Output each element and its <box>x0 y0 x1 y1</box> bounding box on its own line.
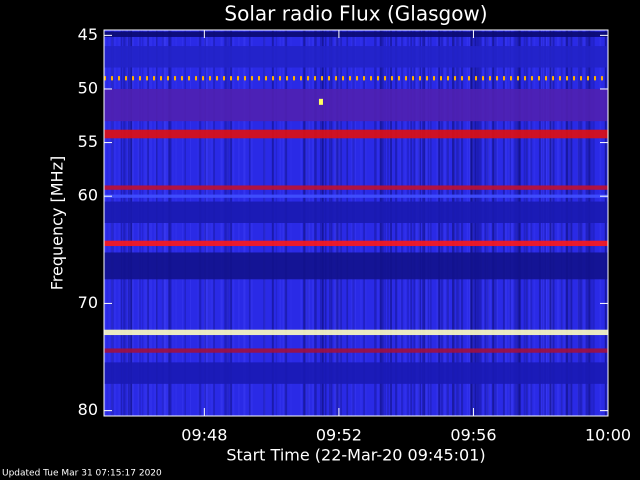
band <box>104 348 608 353</box>
y-tick-label: 60 <box>78 186 98 205</box>
y-tick-label: 45 <box>78 25 98 44</box>
band <box>104 329 608 336</box>
band <box>104 129 608 139</box>
band <box>104 31 608 37</box>
band <box>104 201 608 223</box>
x-axis-label: Start Time (22-Mar-20 09:45:01) <box>226 446 485 465</box>
y-tick-label: 80 <box>78 400 98 419</box>
band <box>104 362 608 384</box>
y-tick-label: 55 <box>78 132 98 151</box>
y-axis-label: Frequency [MHz] <box>48 156 67 290</box>
x-tick-label: 09:52 <box>316 426 362 445</box>
x-tick-label: 09:56 <box>450 426 496 445</box>
plot-area <box>104 30 608 416</box>
y-tick-label: 50 <box>78 78 98 97</box>
x-tick-label: 10:00 <box>585 426 631 445</box>
y-tick-label: 70 <box>78 293 98 312</box>
band <box>104 46 608 68</box>
point <box>318 98 323 105</box>
axes: 45 50 55 60 70 80 09:48 09:52 09:56 10:00 <box>78 25 631 445</box>
plot-frame <box>103 29 609 417</box>
footer: Updated Tue Mar 31 07:15:17 2020 <box>2 469 162 479</box>
x-tick-label: 09:48 <box>181 426 227 445</box>
chart-title: Solar radio Flux (Glasgow) <box>224 2 487 26</box>
band <box>104 240 608 247</box>
band <box>104 252 608 280</box>
band <box>104 194 608 198</box>
band <box>104 185 608 190</box>
band <box>104 88 608 122</box>
